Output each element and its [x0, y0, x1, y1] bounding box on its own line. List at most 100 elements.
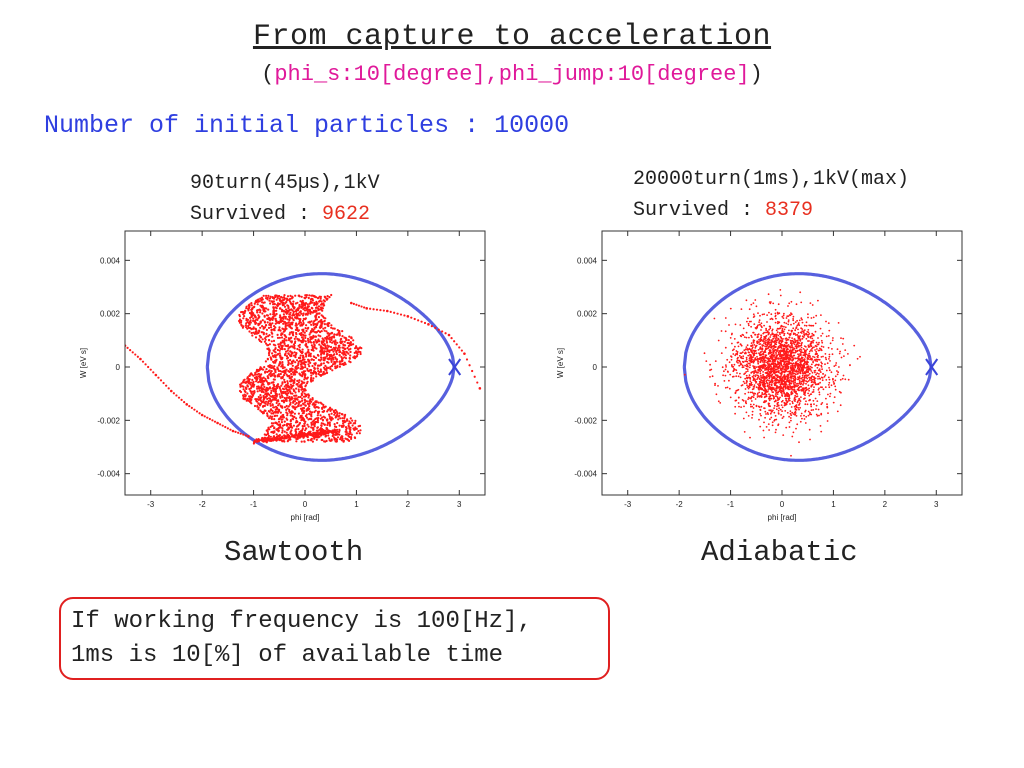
particle-point	[295, 312, 298, 315]
particle-point	[838, 352, 841, 355]
particle-point	[815, 314, 818, 317]
particle-point	[790, 414, 793, 417]
particle-point	[253, 332, 256, 335]
tail-point	[403, 314, 406, 317]
particle-point	[249, 326, 252, 330]
particle-point	[750, 325, 752, 328]
particle-point	[297, 329, 300, 332]
particle-point	[802, 383, 804, 386]
tail-point	[154, 373, 158, 377]
particle-point	[358, 432, 361, 435]
particle-point	[328, 439, 331, 442]
particle-point	[784, 369, 787, 371]
particle-point	[343, 356, 346, 359]
particle-point	[765, 329, 768, 332]
particle-point	[805, 388, 807, 390]
particle-point	[770, 313, 773, 316]
particle-point	[804, 422, 807, 424]
particle-point	[312, 419, 315, 422]
particle-point	[765, 339, 767, 342]
particle-point	[356, 354, 359, 358]
particle-point	[778, 332, 781, 334]
particle-point	[809, 344, 812, 347]
particle-point	[268, 417, 271, 420]
particle-point	[269, 402, 272, 405]
particle-point	[790, 454, 792, 457]
particle-point	[291, 417, 294, 420]
particle-point	[805, 367, 808, 369]
tail-point	[375, 308, 379, 311]
particle-point	[326, 421, 329, 424]
particle-point	[286, 428, 290, 431]
particle-point	[839, 378, 842, 381]
particle-point	[262, 376, 265, 379]
particle-point	[300, 331, 303, 335]
particle-point	[310, 320, 313, 323]
particle-point	[709, 369, 711, 372]
particle-point	[348, 435, 351, 439]
particle-point	[274, 397, 278, 400]
particle-point	[827, 322, 830, 324]
particle-point	[330, 324, 333, 327]
particle-point	[817, 383, 820, 386]
particle-point	[271, 322, 274, 325]
particle-point	[285, 408, 288, 411]
slide-title: From capture to acceleration	[252, 20, 772, 54]
particle-point	[310, 330, 313, 333]
particle-point	[787, 367, 790, 370]
particle-point	[338, 430, 341, 434]
particle-point	[771, 379, 774, 382]
particle-point	[273, 375, 277, 378]
particle-point	[807, 329, 810, 331]
particle-point	[292, 424, 295, 427]
particle-point	[310, 423, 313, 426]
particle-point	[286, 414, 289, 417]
particle-point	[282, 388, 286, 391]
tail-point	[152, 371, 155, 374]
particle-point	[739, 372, 741, 375]
particle-point	[299, 354, 302, 357]
particle-point	[799, 339, 801, 342]
particle-point	[242, 397, 245, 400]
particle-point	[739, 376, 742, 379]
phi-jump-param: phi_jump:10[degree]	[498, 62, 750, 87]
particle-point	[304, 340, 307, 343]
particle-point	[309, 312, 312, 315]
particle-point	[750, 405, 752, 408]
particle-point	[291, 345, 294, 348]
particle-point	[820, 403, 823, 406]
particle-point	[281, 395, 284, 399]
particle-point	[789, 410, 792, 412]
particle-point	[351, 419, 354, 422]
particle-point	[748, 386, 751, 389]
particle-point	[274, 405, 278, 408]
particle-point	[776, 397, 779, 400]
particle-point	[292, 400, 295, 403]
particle-point	[264, 324, 267, 327]
particle-point	[752, 361, 755, 364]
particle-point	[260, 439, 264, 442]
particle-point	[308, 407, 311, 410]
particle-point	[774, 381, 776, 384]
particle-point	[324, 336, 327, 340]
particle-point	[323, 319, 326, 322]
particle-point	[335, 440, 338, 443]
particle-point	[805, 337, 808, 340]
particle-point	[289, 350, 292, 353]
tail-point	[423, 321, 427, 325]
particle-point	[752, 313, 755, 316]
particle-point	[285, 404, 288, 408]
tail-point	[420, 320, 423, 323]
particle-point	[249, 373, 252, 376]
particle-point	[303, 424, 306, 428]
particle-point	[811, 332, 814, 335]
particle-point	[339, 360, 342, 363]
particle-point	[319, 349, 322, 352]
particle-point	[327, 434, 330, 437]
particle-point	[806, 360, 808, 363]
particle-point	[254, 371, 257, 375]
particle-point	[329, 340, 332, 343]
tail-point	[430, 325, 433, 328]
particle-point	[297, 307, 300, 310]
particle-point	[308, 432, 311, 435]
